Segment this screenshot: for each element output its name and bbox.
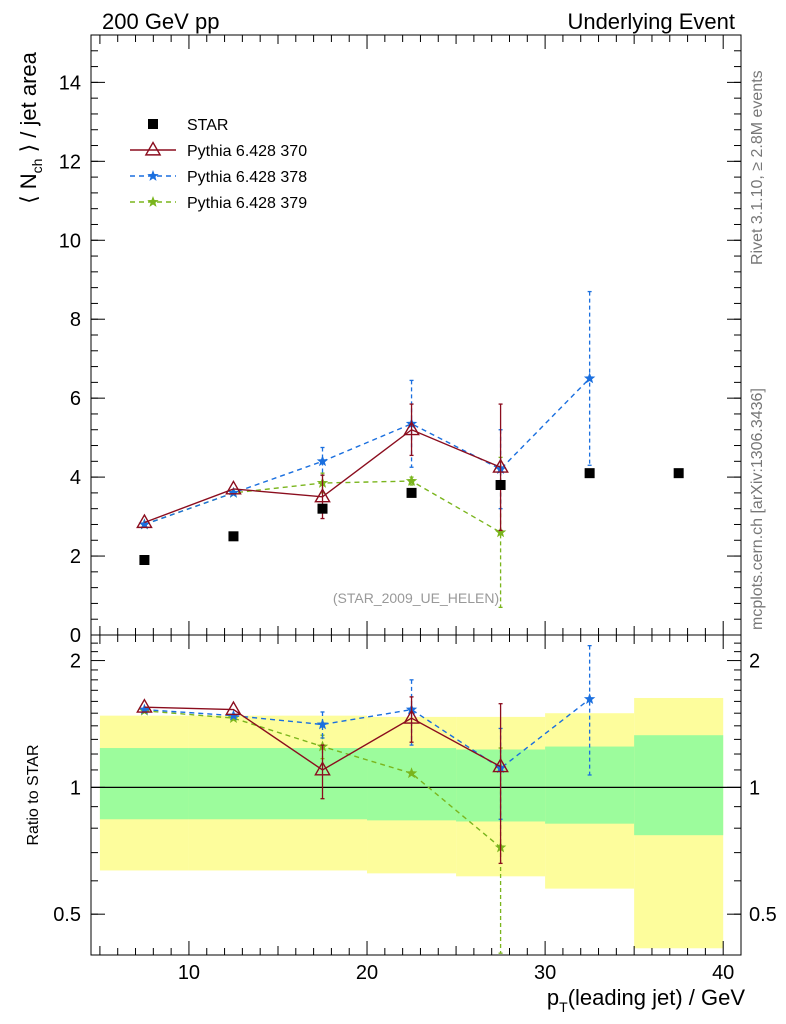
main-y-tick-label: 12 — [59, 151, 81, 173]
ratio-pythia-378-line — [144, 698, 591, 770]
svg-text:⟨ Nch ⟩ / jet area: ⟨ Nch ⟩ / jet area — [16, 51, 45, 204]
ratio-panel-frame — [90, 634, 742, 956]
main-star-square-marker — [317, 503, 328, 514]
header-right: Underlying Event — [567, 9, 735, 34]
svg-text:pT(leading jet) / GeV: pT(leading jet) / GeV — [547, 985, 745, 1015]
mcplots-label: mcplots.cern.ch [arXiv:1306.3436] — [749, 388, 766, 630]
ratio-pythia-370-triangle-marker — [492, 757, 509, 773]
header-left: 200 GeV pp — [102, 9, 219, 34]
xlabel-subscript: T — [559, 999, 568, 1015]
xlabel-rest: (leading jet) / GeV — [568, 985, 746, 1010]
legend: STAR Pythia 6.428 370 Pythia 6.428 378 Pyth… — [130, 117, 307, 212]
x-axis-label: pT(leading jet) / GeV — [547, 985, 745, 1015]
main-pythia-379-star-marker — [405, 475, 418, 486]
main-star-square-marker — [495, 480, 506, 490]
main-pythia-378-star-marker — [138, 518, 151, 530]
ratio-y-tick-label: 1 — [70, 777, 81, 799]
legend-label: Pythia 6.428 378 — [187, 169, 307, 186]
ratio-pythia-378-star-marker — [316, 718, 329, 730]
analysis-label: (STAR_2009_UE_HELEN) — [333, 590, 499, 606]
ratio-pythia-378-star-marker — [138, 703, 151, 715]
ratio-pythia-370-triangle-marker — [403, 709, 420, 724]
main-y-tick-label: 6 — [70, 388, 81, 410]
main-series-layer — [136, 290, 684, 609]
ratio-pythia-378-star-marker — [583, 693, 596, 704]
main-y-tick-label: 8 — [70, 309, 81, 331]
x-tick-label: 10 — [178, 962, 200, 984]
rivet-version-label: Rivet 3.1.10, ≥ 2.8M events — [749, 70, 766, 265]
main-pythia-370-triangle-marker — [403, 420, 420, 436]
main-pythia-370-triangle-marker — [314, 487, 331, 503]
main-axes: 0 2 4 6 8 10 12 14 — [59, 34, 742, 647]
ratio-inner-band — [99, 748, 189, 820]
ylabel-text-part-2: ⟩ / jet area — [16, 51, 41, 158]
ratio-inner-band — [634, 735, 724, 836]
x-tick-label: 30 — [534, 962, 556, 984]
main-y-tick-label: 2 — [70, 546, 81, 568]
legend-star-marker — [147, 196, 159, 207]
main-pythia-370-triangle-marker — [136, 513, 153, 529]
legend-label: Pythia 6.428 370 — [187, 143, 307, 160]
ratio-y-tick-label: 0.5 — [53, 904, 81, 926]
legend-triangle-marker — [144, 141, 162, 156]
main-y-tick-label: 4 — [70, 467, 81, 489]
legend-label: Pythia 6.428 379 — [187, 195, 307, 212]
ylabel-text-part-1: ⟨ N — [16, 173, 41, 204]
legend-label: STAR — [187, 117, 228, 134]
ratio-y-axis-label: Ratio to STAR — [25, 744, 42, 845]
x-tick-label: 40 — [712, 962, 734, 984]
main-pythia-378-line — [144, 377, 591, 526]
xlabel-p: p — [547, 985, 559, 1010]
main-pythia-378-star-marker — [583, 372, 596, 384]
ratio-pythia-379-star-marker — [405, 767, 418, 779]
ylabel-subscript: ch — [29, 159, 45, 174]
ratio-pythia-370-triangle-marker — [225, 700, 242, 716]
ratio-inner-band — [188, 748, 278, 820]
ratio-pythia-370-triangle-marker — [136, 698, 153, 713]
main-y-axis-label: ⟨ Nch ⟩ / jet area — [16, 51, 45, 204]
legend-star-marker — [147, 170, 159, 181]
ratio-y-tick-label-right: 0.5 — [749, 904, 777, 926]
main-pythia-370-triangle-marker — [225, 480, 242, 495]
ratio-y-tick-label-right: 2 — [749, 651, 760, 673]
main-star-square-marker — [673, 468, 684, 479]
main-y-tick-label: 10 — [59, 230, 81, 252]
main-y-tick-label: 0 — [70, 625, 81, 647]
ratio-series-layer — [136, 644, 596, 954]
main-star-square-marker — [406, 487, 417, 498]
main-pythia-378-star-marker — [227, 486, 240, 498]
main-pythia-378-star-marker — [316, 455, 329, 467]
ratio-axes: 0.5 0.5 1 1 2 2 10 20 30 40 — [53, 635, 777, 984]
ratio-y-tick-label-right: 1 — [749, 777, 760, 799]
main-star-square-marker — [584, 468, 595, 479]
main-star-square-marker — [139, 555, 150, 565]
x-tick-label: 20 — [356, 962, 378, 984]
ratio-y-tick-label: 2 — [70, 651, 81, 673]
ratio-uncertainty-bands — [91, 697, 741, 949]
ratio-inner-band — [367, 748, 457, 821]
main-star-square-marker — [228, 531, 239, 542]
main-y-tick-label: 14 — [59, 72, 81, 94]
main-pythia-379-star-marker — [494, 526, 507, 538]
ratio-pythia-370-triangle-marker — [314, 761, 331, 776]
main-pythia-370-triangle-marker — [492, 458, 509, 473]
legend-square-marker — [148, 119, 158, 129]
